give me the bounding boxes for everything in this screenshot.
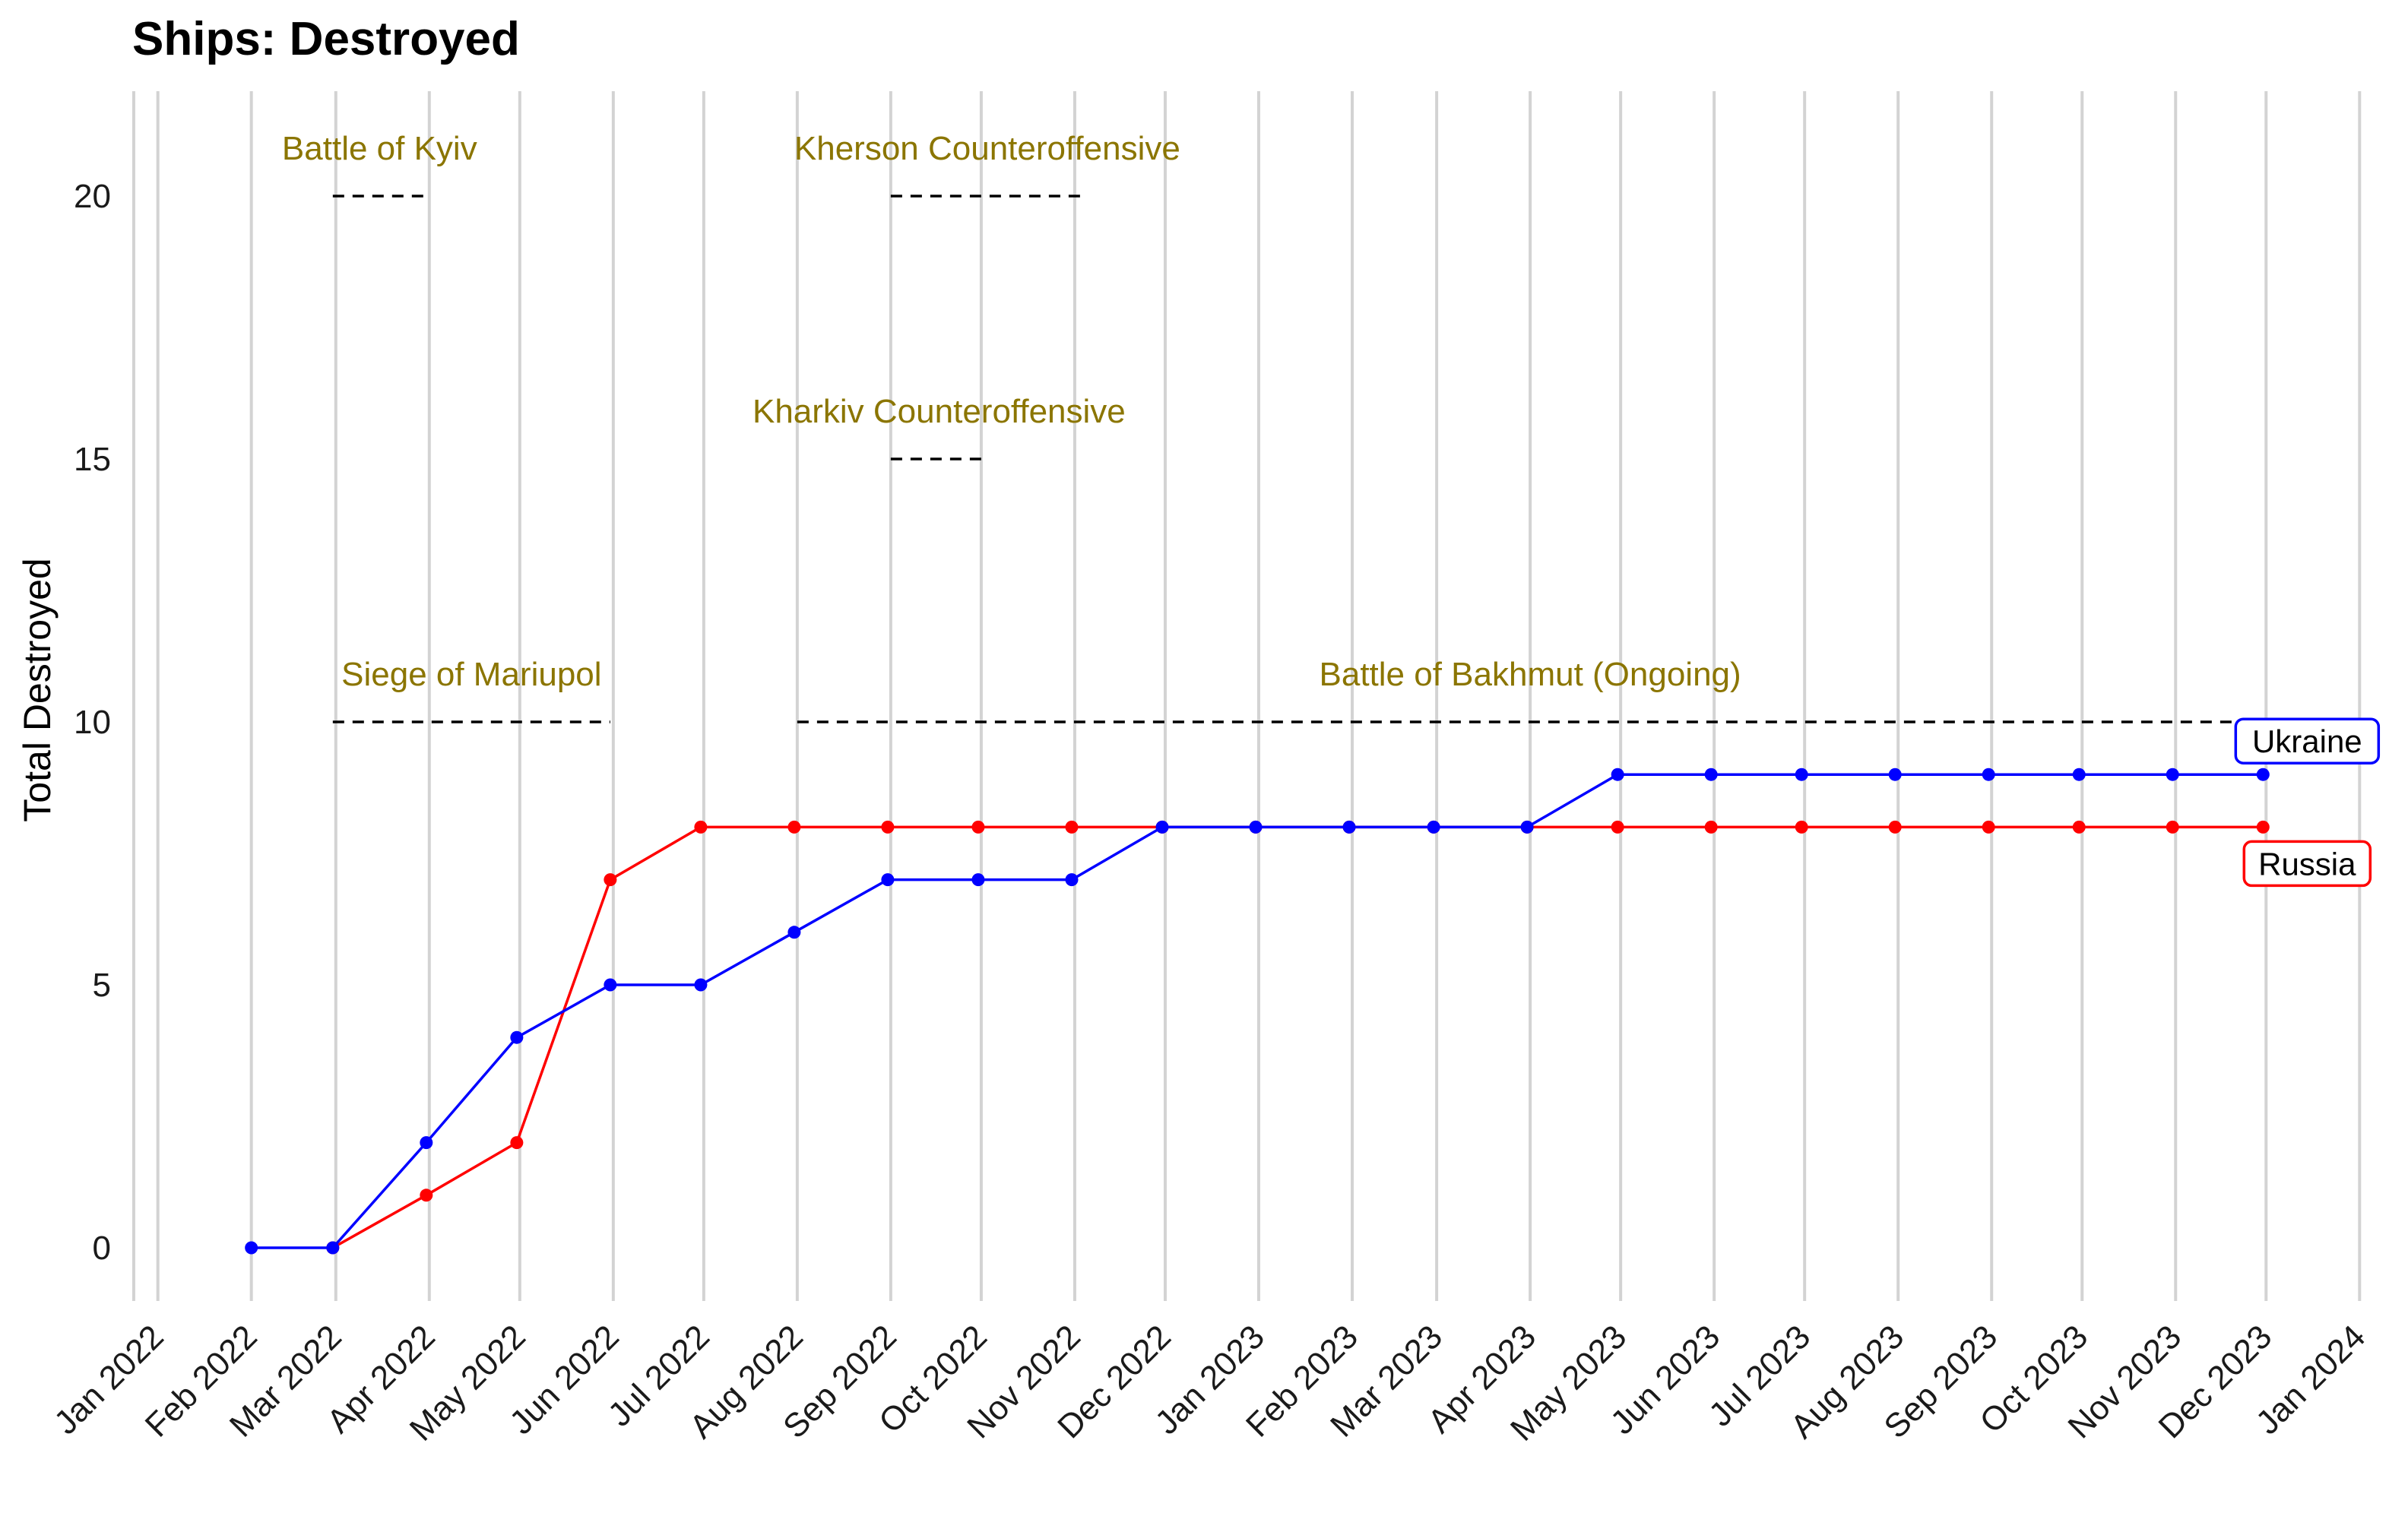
annotation-label: Siege of Mariupol	[341, 656, 601, 693]
end-label-box	[2242, 840, 2372, 888]
data-point	[604, 978, 617, 992]
y-tick-label: 10	[74, 704, 111, 741]
data-point	[420, 1189, 433, 1202]
data-point	[604, 873, 617, 887]
y-axis: 0 5 10 15 20	[74, 178, 111, 1267]
annotation-label: Battle of Bakhmut (Ongoing)	[1320, 656, 1741, 693]
data-point	[881, 820, 895, 834]
data-point	[2072, 768, 2086, 781]
data-point	[1427, 820, 1440, 834]
data-point	[881, 873, 895, 887]
series-ukraine	[245, 768, 2270, 1255]
data-point	[2166, 768, 2179, 781]
data-point	[1795, 768, 1808, 781]
data-point	[1982, 820, 1995, 834]
data-point	[971, 820, 985, 834]
chart-title: Ships: Destroyed	[132, 13, 520, 65]
y-tick-label: 20	[74, 178, 111, 215]
data-point	[694, 978, 708, 992]
series-line	[331, 825, 2264, 1249]
annotations: Battle of Kyiv Kherson Counteroffensive Kh…	[282, 130, 2264, 723]
data-point	[1249, 820, 1263, 834]
data-point	[2256, 768, 2270, 781]
data-point	[787, 926, 801, 939]
series-russia	[326, 820, 2270, 1255]
end-label-text: Russia	[2258, 846, 2356, 882]
end-labels: Ukraine Russia	[2234, 717, 2381, 888]
data-point	[1065, 873, 1079, 887]
data-point	[510, 1030, 524, 1044]
end-label-text: Ukraine	[2252, 723, 2362, 759]
data-point	[1704, 820, 1718, 834]
data-point	[694, 820, 708, 834]
y-tick-label: 0	[93, 1230, 111, 1267]
annotation-label: Battle of Kyiv	[282, 130, 477, 167]
annotation-label: Kharkiv Counteroffensive	[752, 393, 1126, 430]
data-point	[420, 1136, 433, 1150]
annotation-label: Kherson Counteroffensive	[794, 130, 1180, 167]
y-axis-label: Total Destroyed	[16, 558, 59, 821]
y-tick-label: 15	[74, 441, 111, 478]
data-point	[2166, 820, 2179, 834]
data-point	[1795, 820, 1808, 834]
data-point	[1155, 820, 1169, 834]
end-label-russia: Russia	[2242, 840, 2372, 888]
data-point	[1888, 768, 1902, 781]
data-point	[1342, 820, 1356, 834]
data-point	[510, 1136, 524, 1150]
data-point	[1888, 820, 1902, 834]
data-point	[326, 1241, 340, 1255]
data-point	[787, 820, 801, 834]
data-point	[971, 873, 985, 887]
data-point	[2072, 820, 2086, 834]
y-tick-label: 5	[93, 967, 111, 1004]
data-point	[2256, 820, 2270, 834]
data-point	[1982, 768, 1995, 781]
end-label-box	[2234, 717, 2381, 764]
data-point	[1704, 768, 1718, 781]
end-label-ukraine: Ukraine	[2234, 717, 2381, 764]
series-layer	[245, 768, 2270, 1255]
data-point	[1611, 768, 1624, 781]
data-point	[1520, 820, 1534, 834]
data-point	[245, 1241, 258, 1255]
data-point	[1065, 820, 1079, 834]
data-point	[1611, 820, 1624, 834]
gridlines	[131, 91, 2362, 1301]
